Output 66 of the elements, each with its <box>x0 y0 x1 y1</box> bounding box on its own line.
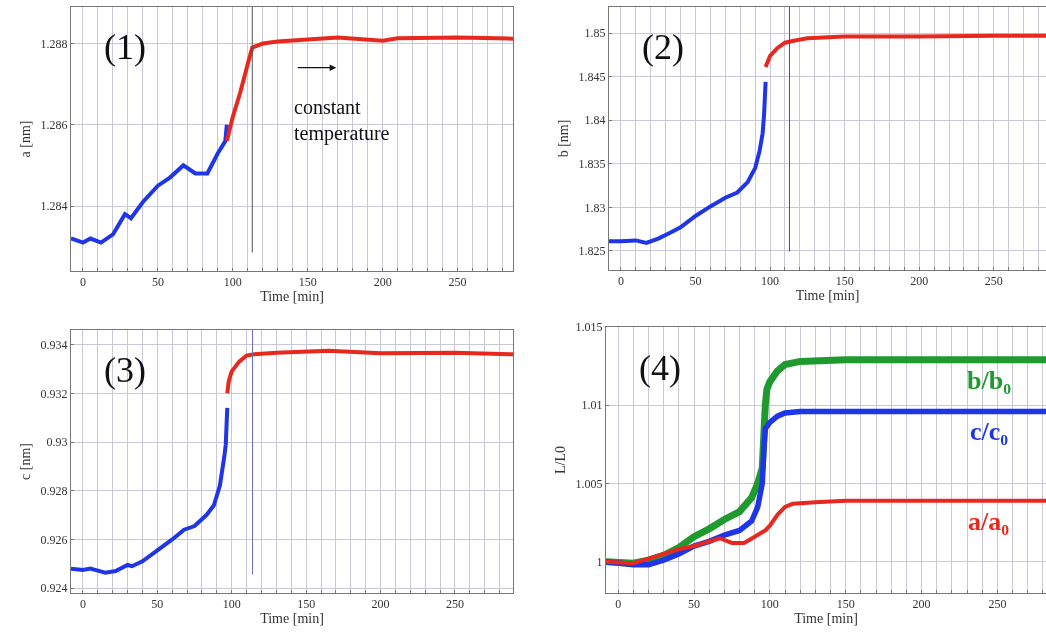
y-tick-label: 0.924 <box>40 581 68 596</box>
x-tick-label: 200 <box>912 597 931 612</box>
series-label: a/a₀ <box>968 507 1010 536</box>
y-tick-label: 0.93 <box>46 435 68 450</box>
x-tick-label: 150 <box>835 274 854 289</box>
annotation: constant temperature <box>294 96 390 145</box>
line-series <box>71 405 230 575</box>
x-tick-label: 50 <box>689 274 702 289</box>
x-tick-label: 100 <box>222 597 241 612</box>
y-axis-title: b [nm] <box>556 119 572 158</box>
x-tick-label: 250 <box>448 275 467 290</box>
x-tick-label: 50 <box>151 597 164 612</box>
line-series <box>606 498 1046 566</box>
annotation: (1) <box>104 27 146 67</box>
y-tick-label: 1.835 <box>578 156 606 171</box>
x-tick-label: 250 <box>445 597 464 612</box>
annotation: (2) <box>642 27 684 67</box>
x-tick-label: 0 <box>79 597 86 612</box>
x-tick-label: 0 <box>617 274 624 289</box>
x-tick-label: 200 <box>371 597 390 612</box>
x-tick-label: 50 <box>151 275 164 290</box>
y-axis-title: a [nm] <box>18 120 34 158</box>
x-tick-label: 250 <box>984 274 1003 289</box>
y-tick-label: 1.83 <box>584 200 606 215</box>
x-tick-label: 150 <box>298 275 317 290</box>
y-tick-label: 1.005 <box>575 476 603 491</box>
x-tick-label: 150 <box>836 597 855 612</box>
y-tick-label: 0.926 <box>40 532 68 547</box>
y-tick-label: 1.284 <box>40 199 68 214</box>
y-tick-label: 1 <box>596 554 603 569</box>
y-tick-label: 1.01 <box>581 398 603 413</box>
y-axis-title: c [nm] <box>18 443 34 480</box>
y-tick-label: 0.932 <box>40 386 68 401</box>
x-tick-label: 100 <box>760 597 779 612</box>
annotation: (3) <box>104 350 146 390</box>
y-tick-label: 1.288 <box>40 36 68 51</box>
series-label: b/b₀ <box>967 366 1012 395</box>
series-label: c/c₀ <box>970 417 1009 446</box>
y-tick-label: 0.934 <box>40 337 68 352</box>
x-axis-title: Time [min] <box>795 288 860 304</box>
x-tick-label: 200 <box>373 275 392 290</box>
y-tick-label: 1.845 <box>578 69 606 84</box>
line-series <box>609 79 768 245</box>
y-axis-title: L/L0 <box>553 446 569 474</box>
x-tick-label: 50 <box>688 597 700 612</box>
line-series <box>763 33 1046 70</box>
y-tick-label: 1.84 <box>584 113 606 128</box>
line-series <box>225 348 513 396</box>
x-tick-label: 100 <box>761 274 780 289</box>
x-axis-title: Time [min] <box>260 611 324 627</box>
y-tick-label: 0.928 <box>40 483 68 498</box>
line-series <box>71 122 229 245</box>
x-tick-label: 200 <box>910 274 929 289</box>
y-tick-label: 1.85 <box>584 26 606 41</box>
x-tick-label: 150 <box>297 597 316 612</box>
y-tick-label: 1.015 <box>575 320 603 335</box>
x-axis-title: Time [min] <box>260 289 324 305</box>
x-tick-label: 250 <box>988 597 1007 612</box>
x-tick-label: 0 <box>79 275 86 290</box>
x-tick-label: 100 <box>223 275 242 290</box>
line-series <box>224 35 513 144</box>
x-tick-label: 0 <box>615 597 622 612</box>
annotation: (4) <box>639 348 681 388</box>
y-tick-label: 1.825 <box>578 244 606 259</box>
x-axis-title: Time [min] <box>794 611 858 627</box>
y-tick-label: 1.286 <box>40 117 68 132</box>
